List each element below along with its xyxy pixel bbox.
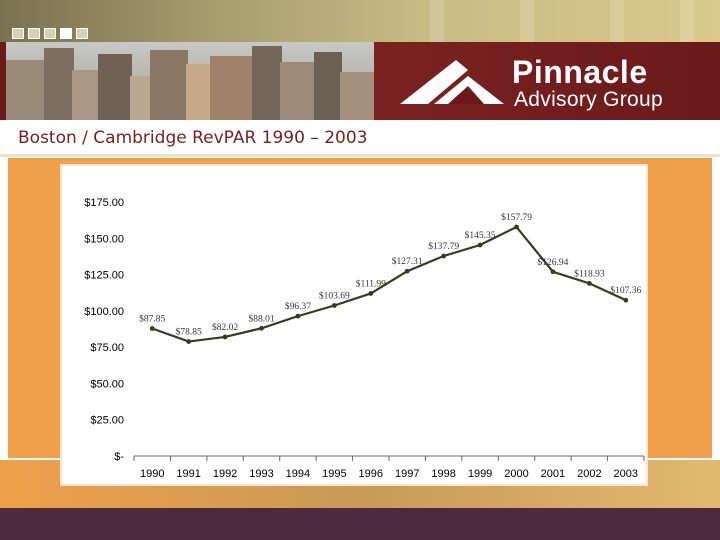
data-value-label: $137.79 xyxy=(428,241,459,252)
data-point xyxy=(477,242,483,248)
title-underline xyxy=(0,154,720,157)
brand-logo-area: Pinnacle Advisory Group xyxy=(374,42,720,120)
data-point xyxy=(368,291,374,296)
y-tick-label: $100.00 xyxy=(84,306,124,318)
nav-dot xyxy=(60,28,72,39)
y-axis-labels: $175.00 $150.00 $125.00 $100.00 $75.00 $50.00… xyxy=(84,197,124,463)
y-tick-label: $175.00 xyxy=(84,197,124,209)
data-value-label: $78.85 xyxy=(176,327,202,338)
x-tick-label: 1994 xyxy=(286,468,310,480)
footer-bar xyxy=(0,508,720,540)
y-tick-label: $25.00 xyxy=(90,415,124,427)
x-tick-label: 1993 xyxy=(249,468,273,480)
data-point xyxy=(222,334,228,340)
data-point xyxy=(514,224,519,230)
data-point xyxy=(149,326,155,331)
data-value-label: $82.02 xyxy=(212,322,238,333)
data-value-label: $111.99 xyxy=(356,278,386,289)
y-tick-label: $150.00 xyxy=(84,233,124,245)
slide-title: Boston / Cambridge RevPAR 1990 – 2003 xyxy=(18,128,368,148)
chart-panel xyxy=(62,166,646,484)
data-point xyxy=(259,325,264,331)
data-value-label: $157.79 xyxy=(501,212,532,223)
mountain-logo-icon xyxy=(400,60,504,104)
data-point xyxy=(331,303,337,308)
city-skyline-image xyxy=(6,42,374,120)
nav-dot xyxy=(76,28,88,39)
header-banner: Pinnacle Advisory Group xyxy=(0,42,720,120)
nav-dots xyxy=(12,28,88,39)
data-point xyxy=(404,268,410,274)
x-tick-label: 2000 xyxy=(504,468,528,480)
y-tick-label: $50.00 xyxy=(90,378,124,390)
nav-dot xyxy=(28,28,40,39)
data-point xyxy=(586,280,592,286)
x-tick-label: 1995 xyxy=(322,468,346,480)
x-tick-label: 1999 xyxy=(468,468,492,480)
brand-subtitle: Advisory Group xyxy=(514,88,663,111)
y-tick-label: $125.00 xyxy=(84,270,124,282)
nav-dot xyxy=(12,28,24,39)
data-value-label: $96.37 xyxy=(285,301,311,312)
x-tick-label: 2002 xyxy=(577,468,601,480)
nav-dot xyxy=(44,28,56,39)
x-tick-label: 1998 xyxy=(431,468,455,480)
data-value-label: $87.85 xyxy=(139,313,165,324)
x-tick-label: 1996 xyxy=(359,468,383,480)
data-value-label: $88.01 xyxy=(248,313,274,324)
data-point xyxy=(441,253,447,259)
data-value-label: $103.69 xyxy=(319,291,350,302)
y-tick-label: $- xyxy=(114,451,124,463)
data-point xyxy=(186,339,192,344)
brand-name: Pinnacle xyxy=(512,54,648,90)
x-tick-label: 2003 xyxy=(614,468,638,480)
series-line xyxy=(151,225,627,343)
x-tick-label: 1991 xyxy=(176,468,200,480)
y-tick-label: $75.00 xyxy=(90,342,124,354)
x-tick-label: 1990 xyxy=(140,468,164,480)
top-decor-band xyxy=(0,0,720,42)
data-point xyxy=(295,313,301,319)
title-bar xyxy=(0,120,720,158)
x-tick-label: 1997 xyxy=(395,468,419,480)
revpar-line-chart: $175.00 $150.00 $125.00 $100.00 $75.00 $50.00… xyxy=(84,197,645,480)
data-value-label: $126.94 xyxy=(537,257,568,268)
x-axis: 1990 1991 1992 1993 1994 1995 1996 1997 1998 1999… xyxy=(133,455,645,480)
data-value-label: $127.31 xyxy=(392,256,423,267)
data-points xyxy=(149,224,629,344)
data-point xyxy=(623,297,629,303)
data-labels: $87.85 $78.85 $82.02 $88.01 $96.37 $103.69 $11… xyxy=(139,212,641,338)
data-point xyxy=(550,269,556,275)
x-tick-label: 1992 xyxy=(213,468,237,480)
data-value-label: $118.93 xyxy=(574,268,605,279)
revpar-series-line xyxy=(151,225,627,343)
x-tick-label: 2001 xyxy=(541,468,565,480)
data-value-label: $107.36 xyxy=(610,285,641,296)
data-value-label: $145.35 xyxy=(465,230,496,241)
